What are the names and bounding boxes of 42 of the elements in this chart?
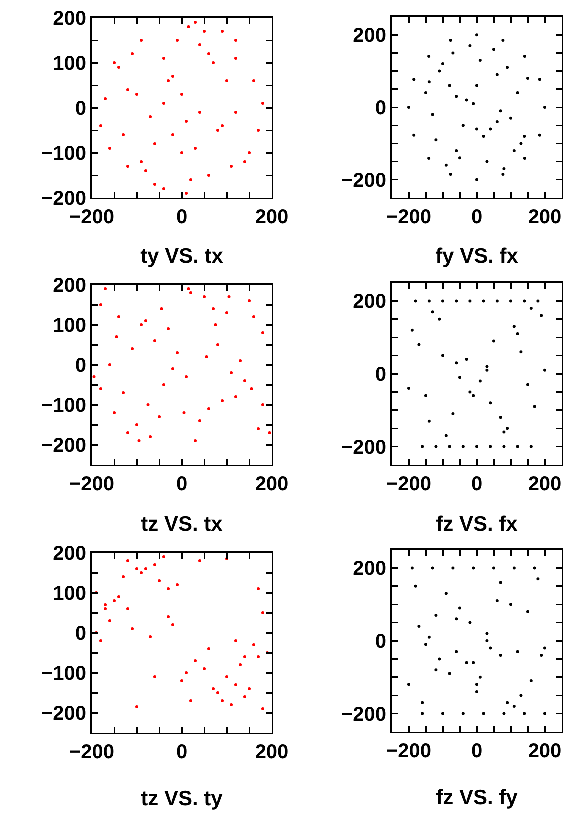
x-tick-label: 200: [528, 206, 562, 228]
y-tick-label: 0: [375, 98, 386, 120]
y-tick-label: −100: [41, 663, 86, 685]
x-tick-label: 0: [471, 206, 483, 228]
y-tick-label: 0: [75, 355, 86, 377]
y-tick-label: 200: [53, 543, 86, 565]
y-tick-label: 0: [375, 364, 386, 386]
y-tick-label: −200: [341, 436, 386, 459]
y-tick-label: 0: [375, 631, 386, 653]
x-tick-label: 0: [471, 740, 483, 762]
x-axis-title: tz VS. tx: [141, 513, 224, 536]
y-tick-label: 0: [75, 623, 86, 645]
x-axis-title: fz VS. fx: [436, 513, 518, 536]
y-tick-label: 100: [53, 315, 86, 337]
y-tick-label: −200: [41, 435, 86, 457]
x-tick-label: 0: [471, 474, 483, 496]
y-tick-label: 100: [53, 583, 86, 605]
y-tick-label: −200: [341, 704, 386, 726]
y-tick-label: 100: [53, 53, 86, 75]
y-tick-label: −200: [41, 188, 86, 210]
x-tick-label: 200: [255, 742, 289, 764]
x-tick-label: 0: [176, 742, 188, 764]
y-tick-label: −100: [41, 143, 86, 165]
x-tick-label: 0: [176, 206, 188, 228]
x-tick-label: 200: [255, 474, 289, 496]
y-tick-label: 200: [353, 25, 386, 48]
x-tick-label: 200: [528, 740, 562, 762]
y-tick-label: 200: [353, 291, 386, 314]
x-axis-title: fy VS. fx: [436, 245, 519, 268]
y-tick-label: 200: [353, 558, 386, 580]
y-tick-label: −200: [341, 170, 386, 192]
y-tick-label: 200: [53, 8, 86, 30]
x-axis-title: tz VS. ty: [141, 787, 224, 810]
y-tick-label: −200: [41, 703, 86, 725]
x-tick-label: 200: [528, 474, 562, 496]
x-axis-title: fz VS. fy: [436, 786, 518, 810]
y-tick-label: 200: [53, 275, 86, 297]
x-tick-label: 200: [255, 206, 289, 228]
y-tick-label: −100: [41, 395, 86, 417]
x-axis-title: ty VS. tx: [140, 245, 224, 268]
x-tick-label: 0: [176, 474, 188, 496]
y-tick-label: 0: [75, 98, 86, 120]
